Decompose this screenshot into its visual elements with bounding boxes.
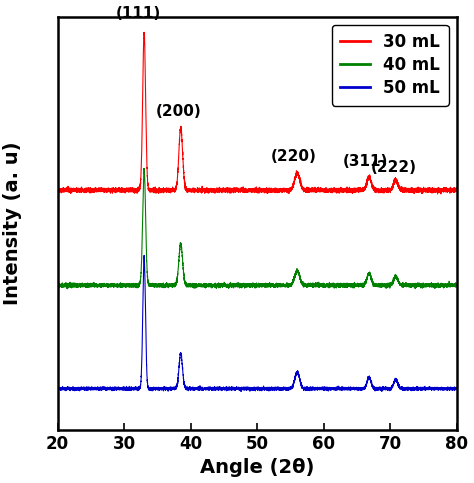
30 mL — [309, 188, 314, 194]
30 mL — [291, 180, 297, 185]
30 mL — [454, 185, 460, 191]
40 mL — [351, 283, 356, 289]
Text: (311): (311) — [343, 154, 389, 169]
50 mL — [200, 386, 205, 392]
50 mL — [238, 389, 244, 395]
40 mL — [200, 283, 205, 289]
50 mL — [351, 385, 356, 391]
Text: (200): (200) — [156, 104, 201, 119]
Line: 50 mL: 50 mL — [58, 256, 457, 392]
Text: (222): (222) — [371, 160, 417, 175]
40 mL — [75, 283, 81, 288]
30 mL — [200, 185, 205, 191]
50 mL — [141, 253, 147, 258]
30 mL — [55, 187, 61, 193]
30 mL — [351, 188, 356, 194]
40 mL — [291, 276, 297, 282]
50 mL — [291, 379, 297, 385]
40 mL — [309, 283, 314, 288]
Line: 30 mL: 30 mL — [58, 32, 457, 194]
40 mL — [55, 283, 61, 288]
Legend: 30 mL, 40 mL, 50 mL: 30 mL, 40 mL, 50 mL — [332, 25, 448, 106]
30 mL — [372, 189, 378, 195]
X-axis label: Angle (2θ): Angle (2θ) — [200, 458, 314, 477]
50 mL — [372, 385, 378, 391]
30 mL — [141, 29, 147, 35]
40 mL — [372, 283, 378, 289]
40 mL — [454, 282, 460, 288]
30 mL — [75, 187, 81, 193]
50 mL — [55, 385, 61, 391]
30 mL — [435, 191, 440, 197]
40 mL — [65, 286, 71, 292]
Line: 40 mL: 40 mL — [58, 169, 457, 289]
50 mL — [75, 385, 81, 391]
Y-axis label: Intensity (a. u): Intensity (a. u) — [3, 142, 22, 305]
50 mL — [309, 385, 314, 391]
Text: (220): (220) — [271, 149, 317, 164]
Text: (111): (111) — [116, 6, 162, 21]
50 mL — [454, 385, 460, 391]
40 mL — [141, 166, 147, 171]
